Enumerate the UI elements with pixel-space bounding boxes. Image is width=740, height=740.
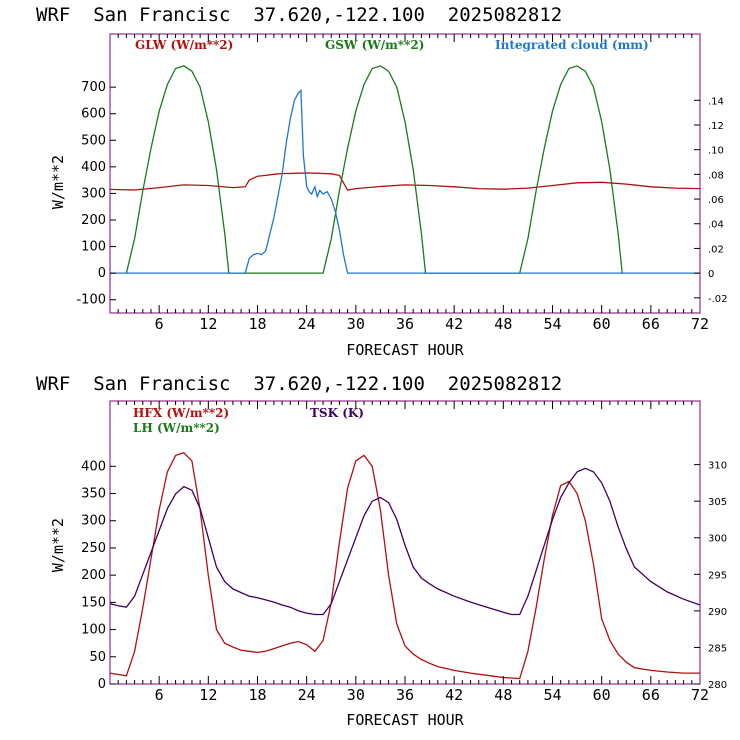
- bottom-x-tick-label: 42: [445, 686, 463, 704]
- top-y-tick-label: 100: [81, 240, 106, 255]
- top-y-tick-label: 400: [81, 160, 106, 175]
- bottom-chart-title: WRF San Francisc 37.620,-122.100 2025082…: [36, 373, 562, 395]
- bottom-y2-tick-label: 305: [708, 497, 727, 508]
- top-x-tick-label: 48: [494, 315, 512, 333]
- top-x-tick-label: 66: [642, 315, 660, 333]
- top-x-tick-label: 60: [593, 315, 611, 333]
- top-y-tick-label: 300: [81, 186, 106, 201]
- bottom-y-tick-label: 300: [81, 514, 106, 529]
- bottom-y-axis-label: W/m**2: [49, 518, 67, 572]
- bottom-y-tick-label: 150: [81, 595, 106, 610]
- legend-cloud: Integrated cloud (mm): [495, 38, 649, 52]
- top-y-tick-label: 0: [98, 266, 106, 281]
- bottom-x-tick-label: 66: [642, 686, 660, 704]
- bottom-x-tick-label: 30: [347, 686, 365, 704]
- bottom-y-tick-label: 0: [98, 677, 106, 692]
- bottom-y2-tick-label: 310: [708, 461, 727, 472]
- top-x-tick-label: 72: [691, 315, 709, 333]
- legend-gsw: GSW (W/m**2): [325, 38, 424, 52]
- legend-lh: LH (W/m**2): [133, 421, 220, 435]
- bottom-y2-tick-label: 290: [708, 607, 727, 618]
- top-y2-tick-label: -.02: [708, 294, 728, 305]
- bottom-y-tick-label: 350: [81, 487, 106, 502]
- bottom-x-tick-label: 60: [593, 686, 611, 704]
- bottom-y2-tick-label: 285: [708, 643, 727, 654]
- top-y-tick-label: 200: [81, 213, 106, 228]
- bottom-x-tick-label: 54: [543, 686, 561, 704]
- top-y-tick-label: 700: [81, 80, 106, 95]
- top-y-tick-label: 500: [81, 133, 106, 148]
- top-y2-tick-label: 0: [708, 269, 714, 280]
- top-y2-tick-label: .14: [708, 96, 724, 107]
- top-panel: WRF San Francisc 37.620,-122.100 2025082…: [36, 4, 728, 359]
- bottom-x-tick-label: 18: [248, 686, 266, 704]
- legend-hfx: HFX (W/m**2): [133, 406, 229, 420]
- top-x-tick-label: 24: [298, 315, 316, 333]
- bottom-y2-tick-label: 300: [708, 534, 727, 545]
- top-chart-title: WRF San Francisc 37.620,-122.100 2025082…: [36, 4, 562, 26]
- top-y2-tick-label: .06: [708, 195, 724, 206]
- legend-glw: GLW (W/m**2): [135, 38, 233, 52]
- bottom-x-tick-label: 48: [494, 686, 512, 704]
- bottom-y-tick-label: 400: [81, 459, 106, 474]
- top-y2-tick-label: .04: [708, 220, 724, 231]
- top-x-tick-label: 42: [445, 315, 463, 333]
- top-y-tick-label: -100: [76, 293, 106, 308]
- top-x-tick-label: 12: [199, 315, 217, 333]
- bottom-x-tick-label: 12: [199, 686, 217, 704]
- bottom-y-tick-label: 50: [89, 650, 106, 665]
- bottom-x-tick-label: 72: [691, 686, 709, 704]
- bottom-y-tick-label: 100: [81, 623, 106, 638]
- legend-tsk: TSK (K): [310, 406, 364, 420]
- top-x-tick-label: 6: [155, 315, 164, 333]
- top-y2-tick-label: .08: [708, 170, 724, 181]
- top-y2-tick-label: .10: [708, 146, 724, 157]
- top-series-gsw-line: [125, 65, 623, 274]
- top-y2-tick-label: .02: [708, 244, 724, 255]
- top-x-tick-label: 54: [543, 315, 561, 333]
- bottom-y2-tick-label: 280: [708, 680, 727, 691]
- top-y2-tick-label: .12: [708, 121, 724, 132]
- top-plot-frame: [109, 33, 701, 314]
- bottom-y-tick-label: 200: [81, 568, 106, 583]
- bottom-y2-tick-label: 295: [708, 570, 727, 581]
- top-series-glw-line: [109, 172, 701, 191]
- bottom-x-tick-label: 36: [396, 686, 414, 704]
- top-x-axis-label: FORECAST HOUR: [346, 341, 464, 359]
- top-y-axis-label: W/m**2: [49, 155, 67, 209]
- top-y-tick-label: 600: [81, 107, 106, 122]
- bottom-x-tick-label: 6: [155, 686, 164, 704]
- bottom-x-axis-label: FORECAST HOUR: [346, 711, 464, 729]
- top-x-tick-label: 36: [396, 315, 414, 333]
- bottom-panel: WRF San Francisc 37.620,-122.100 2025082…: [36, 373, 727, 729]
- bottom-series-hfx-line: [109, 451, 700, 680]
- bottom-series-tsk-line: [109, 467, 701, 616]
- bottom-plot-frame: [109, 400, 701, 685]
- top-series-cloud-line: [110, 88, 700, 274]
- bottom-y-tick-label: 250: [81, 541, 106, 556]
- bottom-x-tick-label: 24: [298, 686, 316, 704]
- top-x-tick-label: 18: [248, 315, 266, 333]
- top-x-tick-label: 30: [347, 315, 365, 333]
